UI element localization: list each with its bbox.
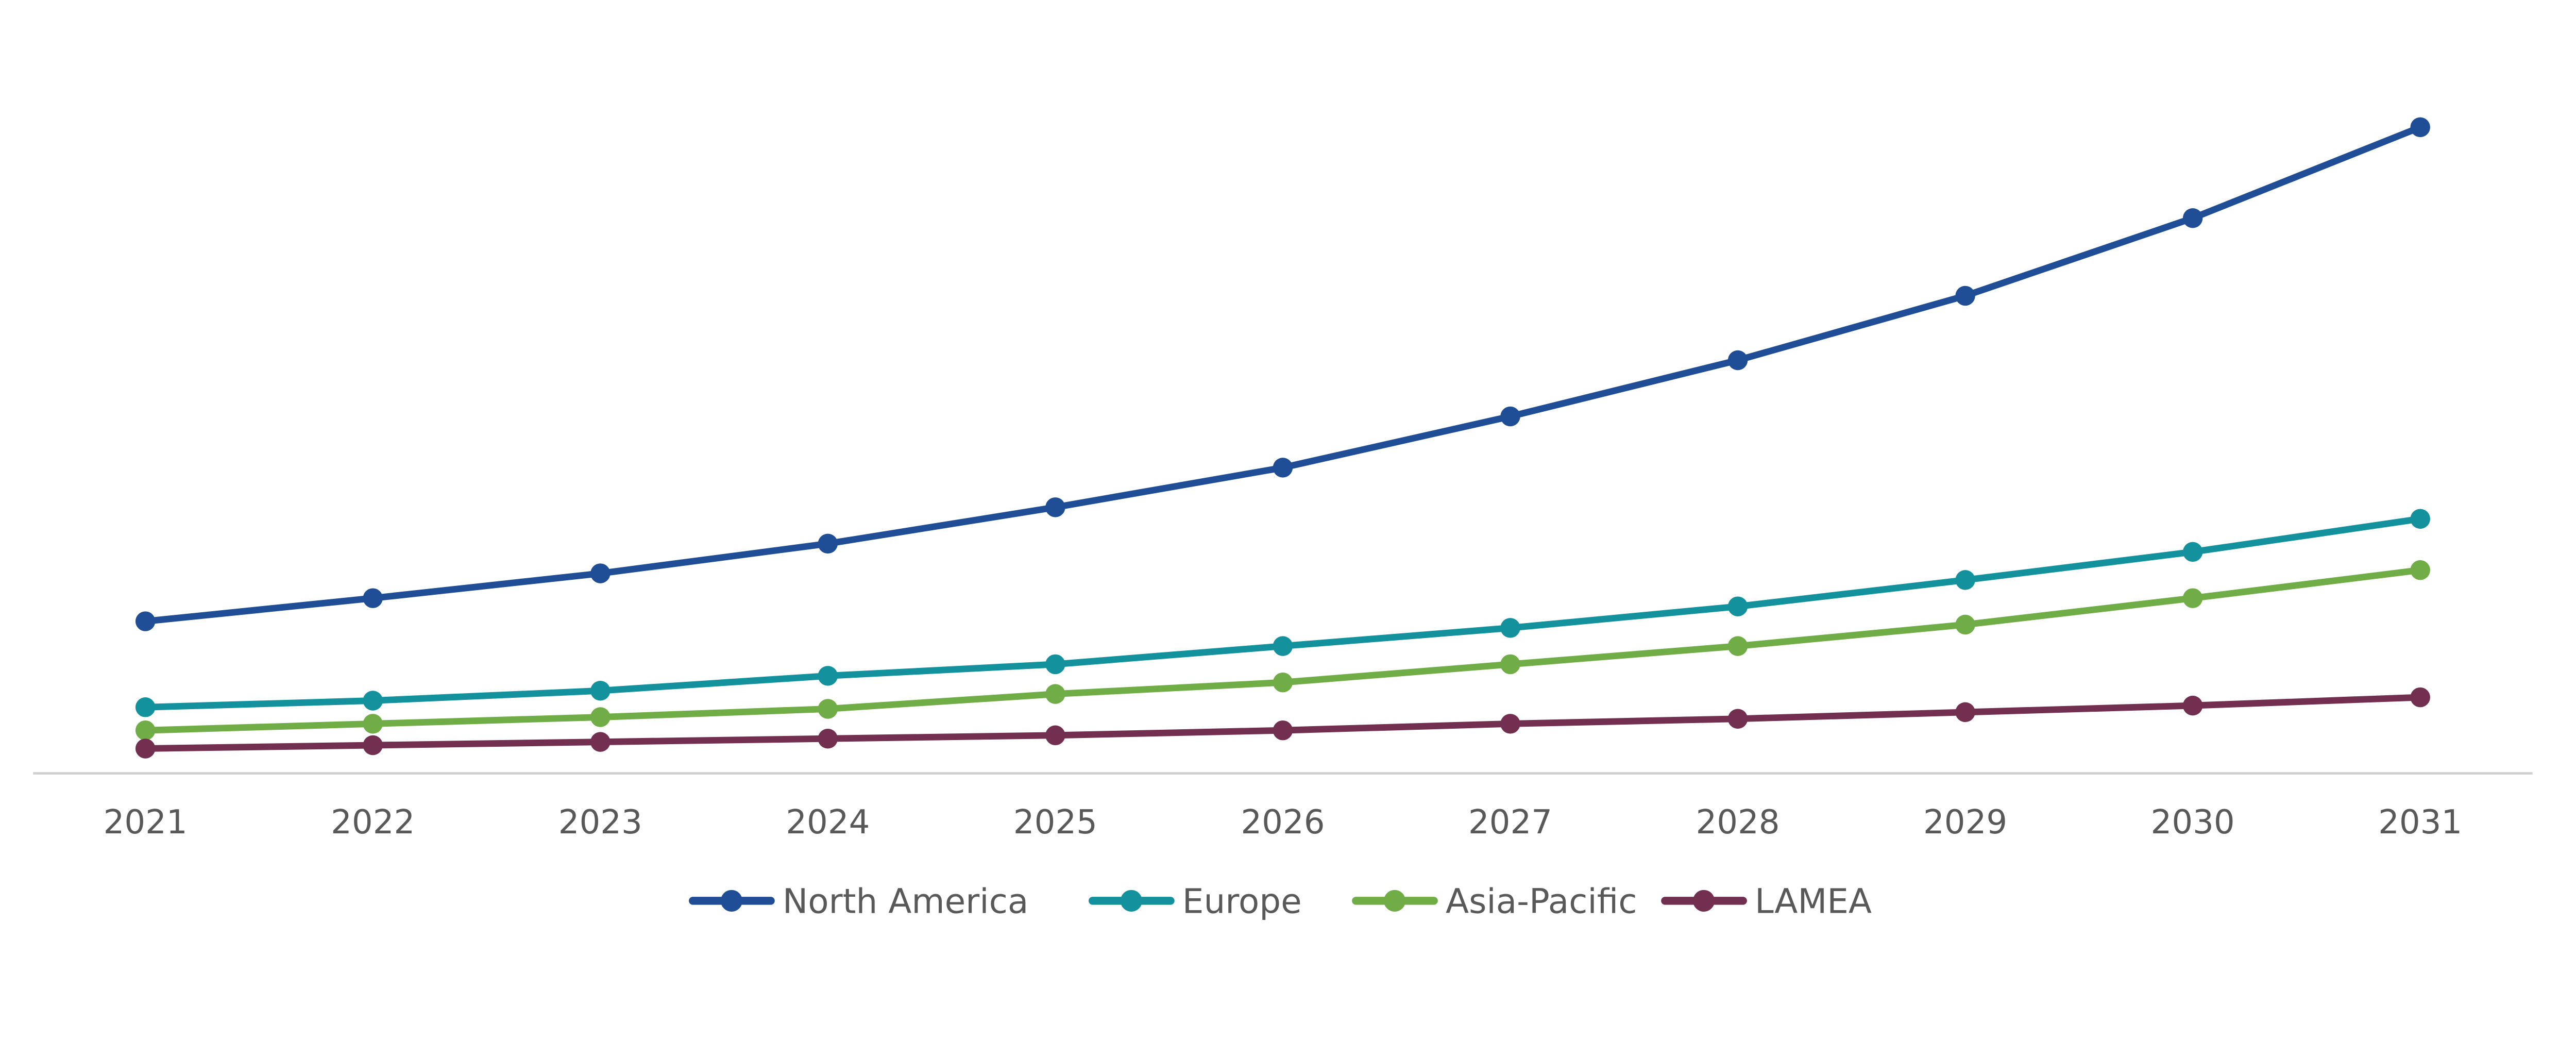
data-point [1500,654,1520,675]
legend: North America Europe Asia-Pacific LAMEA [689,882,1872,921]
data-point [363,588,383,608]
legend-label: Asia-Pacific [1446,882,1637,921]
data-point [1955,570,1975,590]
legend-label: North America [783,882,1028,921]
x-tick-label: 2029 [1923,803,2007,842]
data-point [590,732,611,752]
data-point [818,533,838,554]
data-point [1727,709,1748,729]
legend-item: LAMEA [1661,882,1872,921]
data-point [1500,406,1520,427]
data-point [1727,350,1748,371]
data-point [1273,720,1293,741]
data-point [135,697,156,717]
data-point [1727,636,1748,656]
data-point [590,707,611,727]
data-point [2182,208,2203,228]
legend-label: Europe [1182,882,1302,921]
data-point [1045,497,1065,517]
data-point [1045,725,1065,746]
legend-marker-icon [1120,890,1142,912]
legend-label: LAMEA [1755,882,1872,921]
data-point [2410,560,2430,580]
data-point [1045,684,1065,704]
x-tick-label: 2028 [1696,803,1780,842]
data-point [2182,588,2203,608]
data-point [1955,614,1975,635]
series-north-america [135,117,2430,631]
data-point [135,739,156,759]
data-point [1500,714,1520,734]
x-tick-label: 2021 [104,803,188,842]
legend-item: Asia-Pacific [1352,882,1637,921]
data-point [2410,687,2430,708]
data-point [590,680,611,701]
data-point [590,563,611,583]
data-point [818,728,838,749]
data-point [2410,509,2430,529]
data-point [1955,702,1975,723]
x-tick-label: 2031 [2378,803,2462,842]
x-tick-label: 2024 [786,803,870,842]
data-point [135,611,156,631]
data-point [1273,672,1293,693]
legend-marker-icon [1383,890,1406,912]
x-tick-label: 2023 [558,803,642,842]
x-tick-label: 2027 [1468,803,1552,842]
legend-marker-icon [720,890,743,912]
legend-marker-icon [1692,890,1715,912]
data-point [135,720,156,741]
legend-item: North America [689,882,1028,921]
data-point [1727,596,1748,616]
line-chart: 2021 2022 2023 2024 2025 2026 2027 2028 2029 2030… [33,117,2533,921]
x-tick-label: 2022 [331,803,415,842]
legend-item: Europe [1088,882,1302,921]
data-point [1273,458,1293,478]
x-tick-label: 2026 [1241,803,1325,842]
data-point [2182,542,2203,562]
data-point [1500,618,1520,638]
series-asia-pacific [135,560,2430,741]
series-europe [135,509,2430,717]
data-point [1045,654,1065,675]
data-point [363,735,383,756]
x-tick-label: 2030 [2151,803,2235,842]
data-point [818,666,838,686]
data-point [1955,286,1975,306]
series-lamea [135,687,2430,759]
data-point [1273,636,1293,656]
series-line [145,124,2422,625]
data-point [818,699,838,719]
data-point [363,714,383,734]
data-point [2182,695,2203,716]
data-point [363,691,383,711]
x-tick-label: 2025 [1013,803,1097,842]
data-point [2410,117,2430,138]
